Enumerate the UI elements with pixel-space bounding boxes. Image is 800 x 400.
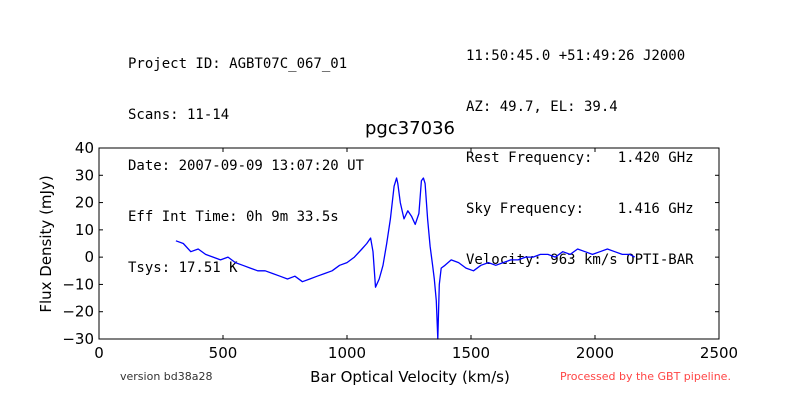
y-axis-ticks: −30 −20 −10 0 10 20 30 40 bbox=[62, 139, 719, 348]
x-tick-label: 2000 bbox=[576, 344, 614, 362]
y-axis-label: Flux Density (mJy) bbox=[37, 175, 55, 312]
version-note: version bd38a28 bbox=[120, 370, 213, 383]
y-tick-label: −30 bbox=[62, 330, 94, 348]
velocity-line: Velocity: 963 km/s OPTI-BAR bbox=[466, 252, 694, 268]
header-left-block: Project ID: AGBT07C_067_01 Scans: 11-14 … bbox=[128, 22, 364, 294]
y-tick-label: 20 bbox=[75, 194, 94, 212]
x-tick-label: 2500 bbox=[700, 344, 738, 362]
az-el-line: AZ: 49.7, EL: 39.4 bbox=[466, 99, 618, 115]
x-tick-label: 0 bbox=[94, 344, 104, 362]
y-tick-label: 10 bbox=[75, 221, 94, 239]
header-right-block: 11:50:45.0 +51:49:26 J2000 AZ: 49.7, EL:… bbox=[466, 14, 694, 286]
y-tick-label: 0 bbox=[84, 248, 94, 266]
project-id-line: Project ID: AGBT07C_067_01 bbox=[128, 56, 348, 72]
rest-frequency-line: Rest Frequency: 1.420 GHz bbox=[466, 150, 694, 166]
x-axis-label: Bar Optical Velocity (km/s) bbox=[310, 368, 510, 386]
x-tick-label: 1000 bbox=[328, 344, 366, 362]
pipeline-note: Processed by the GBT pipeline. bbox=[560, 370, 731, 383]
scans-line: Scans: 11-14 bbox=[128, 107, 230, 123]
coordinates-line: 11:50:45.0 +51:49:26 J2000 bbox=[466, 48, 686, 64]
y-tick-label: −20 bbox=[62, 303, 94, 321]
tsys-line: Tsys: 17.51 K bbox=[128, 260, 238, 276]
y-tick-label: 40 bbox=[75, 139, 94, 157]
int-time-line: Eff Int Time: 0h 9m 33.5s bbox=[128, 209, 339, 225]
date-line: Date: 2007-09-09 13:07:20 UT bbox=[128, 158, 365, 174]
plot-area bbox=[98, 147, 720, 340]
chart-title: pgc37036 bbox=[365, 118, 455, 139]
y-tick-label: −10 bbox=[62, 275, 94, 293]
x-tick-label: 500 bbox=[209, 344, 238, 362]
spectrum-series-line bbox=[175, 177, 636, 340]
y-tick-label: 30 bbox=[75, 166, 94, 184]
x-axis-ticks: 0 500 1000 1500 2000 2500 bbox=[94, 148, 738, 362]
x-tick-label: 1500 bbox=[452, 344, 490, 362]
plot-frame bbox=[98, 147, 720, 340]
sky-frequency-line: Sky Frequency: 1.416 GHz bbox=[466, 201, 694, 217]
